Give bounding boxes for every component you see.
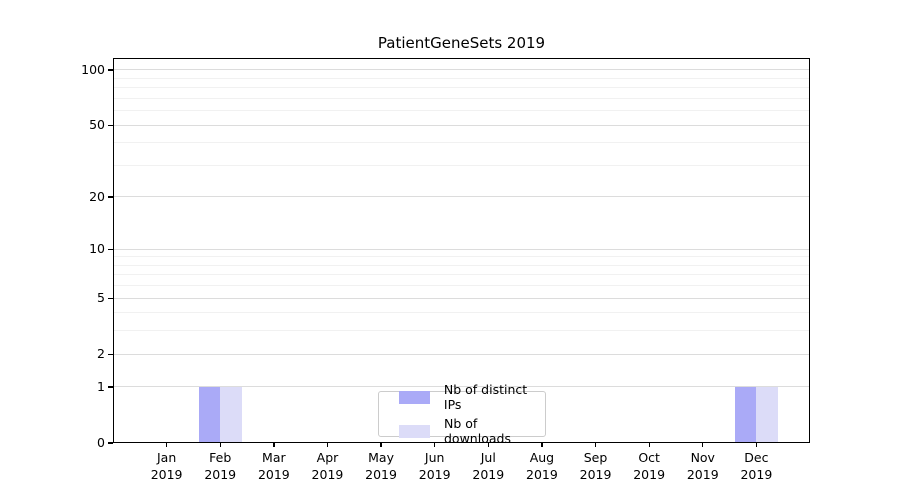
legend-swatch-distinct-ips-icon [399,390,430,404]
legend-item-distinct-ips: Nb of distinct IPs [399,382,545,412]
y-tick-mark [108,69,113,71]
y-minor-gridline [113,87,810,89]
y-minor-gridline [113,110,810,112]
y-tick-label: 2 [97,346,105,362]
y-tick-mark [108,297,113,299]
y-tick-mark [108,386,113,388]
x-tick-mark [434,443,436,447]
y-minor-gridline [113,142,810,144]
y-tick-mark [108,248,113,250]
bar-downloads [756,386,778,443]
y-tick-label: 10 [89,241,105,257]
bar-distinct-ips [198,386,221,443]
y-minor-gridline [113,264,810,266]
x-tick-label: Jan 2019 [150,450,183,482]
y-minor-gridline [113,285,810,287]
legend: Nb of distinct IPs Nb of downloads [378,382,546,446]
y-major-gridline [113,196,810,198]
y-major-gridline [113,297,810,299]
x-tick-mark [326,443,329,447]
x-tick-mark [594,443,597,447]
y-minor-gridline [113,330,810,332]
y-major-gridline [113,124,810,126]
x-tick-mark [648,443,650,447]
legend-label-downloads: Nb of downloads [444,416,511,446]
y-minor-gridline [113,97,810,99]
x-tick-mark [541,443,543,447]
x-tick-label: Feb 2019 [204,450,237,482]
y-minor-gridline [113,274,810,276]
bar-downloads [220,386,242,443]
chart-title: PatientGeneSets 2019 [377,34,546,52]
legend-swatch-downloads-icon [399,424,430,438]
y-tick-label: 50 [89,117,105,133]
x-tick-mark [487,443,489,447]
x-tick-mark [166,443,168,447]
x-tick-label: May 2019 [365,450,397,482]
x-tick-mark [702,443,704,447]
x-tick-label: Aug 2019 [526,450,558,482]
y-minor-gridline [113,312,810,314]
y-tick-label: 5 [97,290,105,306]
y-tick-label: 20 [89,188,105,204]
y-tick-mark [108,124,113,126]
y-major-gridline [113,386,810,388]
x-tick-label: Mar 2019 [257,450,290,482]
y-tick-label: 0 [97,435,105,450]
bar-distinct-ips [734,386,757,443]
x-tick-label: Jul 2019 [472,450,505,482]
y-minor-gridline [113,77,810,79]
legend-item-downloads: Nb of downloads [399,416,545,446]
x-tick-label: Jun 2019 [418,450,451,482]
x-tick-mark [380,443,382,447]
y-tick-label: 100 [81,61,105,77]
x-tick-label: Apr 2019 [311,450,344,482]
x-tick-label: Sep 2019 [579,450,612,482]
x-tick-label: Dec 2019 [740,450,773,482]
y-tick-label: 1 [97,378,105,394]
x-tick-label: Oct 2019 [633,450,666,482]
y-major-gridline [113,69,810,71]
x-tick-label: Nov 2019 [686,450,719,482]
y-tick-mark [108,442,113,444]
legend-label-distinct-ips: Nb of distinct IPs [443,382,528,412]
x-tick-mark [219,443,221,447]
y-minor-gridline [113,256,810,258]
y-major-gridline [113,353,810,355]
x-tick-mark [273,443,275,447]
y-tick-mark [108,353,113,355]
y-major-gridline [113,248,810,250]
x-tick-mark [755,443,758,447]
y-tick-mark [108,196,113,198]
y-minor-gridline [113,164,810,166]
